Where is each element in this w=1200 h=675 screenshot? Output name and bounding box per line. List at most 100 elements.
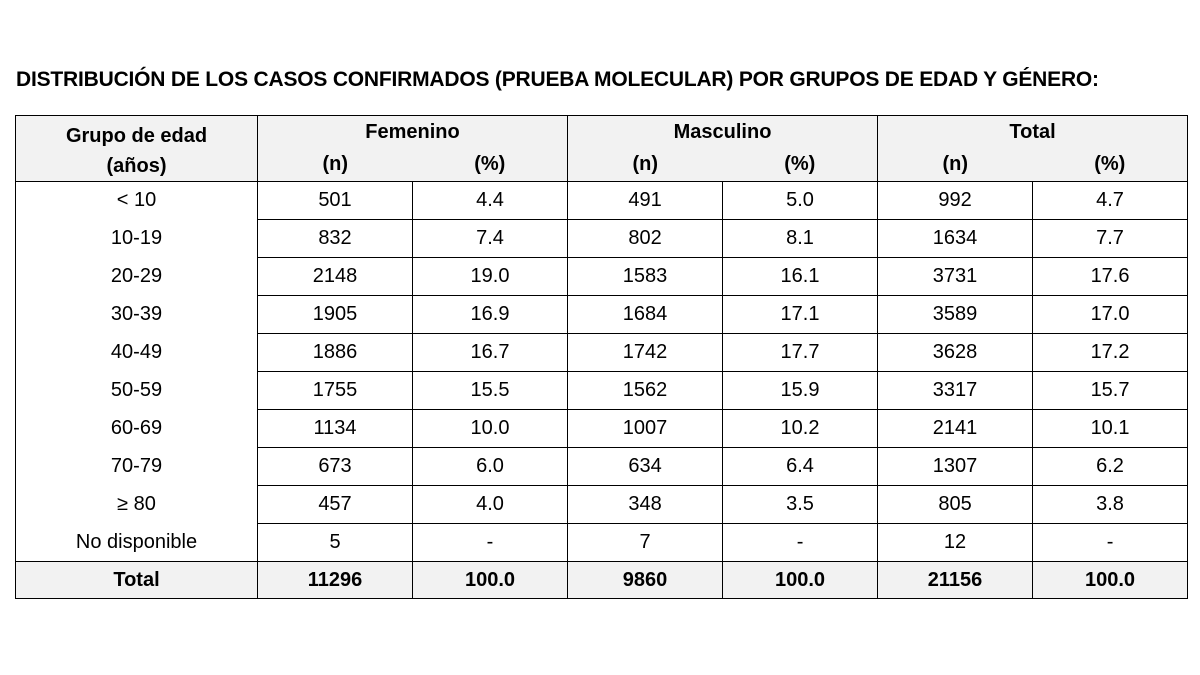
table-row: No disponible 5 - 7 - 12 - [15, 523, 1189, 562]
masculino-pct-cell: 15.9 [722, 371, 879, 410]
grand-total-pct: 100.0 [1032, 561, 1189, 599]
table-row: 40-49 1886 16.7 1742 17.7 3628 17.2 [15, 333, 1189, 372]
total-n-cell: 3628 [877, 333, 1034, 372]
masculino-n-cell: 1562 [567, 371, 724, 410]
femenino-n-cell: 1134 [257, 409, 413, 448]
total-pct-cell: 17.0 [1032, 295, 1189, 334]
total-pct-cell: 10.1 [1032, 409, 1189, 448]
total-pct-cell: 15.7 [1032, 371, 1189, 410]
masculino-pct-cell: 8.1 [722, 219, 879, 258]
total-label-cell: Total [15, 561, 258, 599]
femenino-pct-cell: 10.0 [411, 409, 569, 448]
total-n-cell: 3317 [877, 371, 1034, 410]
total-pct-cell: 7.7 [1032, 219, 1189, 258]
age-cell: 60-69 [15, 409, 258, 448]
femenino-n-header: (n) [257, 148, 413, 182]
femenino-pct-cell: 15.5 [411, 371, 569, 410]
femenino-pct-cell: 19.0 [411, 257, 569, 296]
femenino-pct-cell: - [411, 523, 569, 562]
masculino-header: Masculino [567, 115, 879, 148]
masculino-n-cell: 348 [567, 485, 724, 524]
masculino-pct-cell: - [722, 523, 879, 562]
total-pct-header: (%) [1032, 148, 1189, 182]
masculino-n-cell: 491 [567, 181, 724, 220]
masculino-n-cell: 7 [567, 523, 724, 562]
table-row: 10-19 832 7.4 802 8.1 1634 7.7 [15, 219, 1189, 258]
age-cell: 50-59 [15, 371, 258, 410]
total-pct-cell: 4.7 [1032, 181, 1189, 220]
age-cell: < 10 [15, 181, 258, 220]
femenino-n-cell: 5 [257, 523, 413, 562]
age-cell: 10-19 [15, 219, 258, 258]
femenino-pct-cell: 7.4 [411, 219, 569, 258]
total-n-cell: 2141 [877, 409, 1034, 448]
femenino-pct-cell: 16.9 [411, 295, 569, 334]
femenino-total-pct: 100.0 [411, 561, 569, 599]
masculino-n-cell: 1583 [567, 257, 724, 296]
femenino-n-cell: 1755 [257, 371, 413, 410]
masculino-pct-cell: 3.5 [722, 485, 879, 524]
femenino-n-cell: 1886 [257, 333, 413, 372]
femenino-pct-header: (%) [412, 148, 569, 182]
age-cell: 70-79 [15, 447, 258, 486]
table-row: 70-79 673 6.0 634 6.4 1307 6.2 [15, 447, 1189, 486]
total-header: Total [877, 115, 1189, 148]
femenino-pct-cell: 6.0 [411, 447, 569, 486]
femenino-n-cell: 832 [257, 219, 413, 258]
total-n-header: (n) [877, 148, 1033, 182]
age-cell: 20-29 [15, 257, 258, 296]
total-n-cell: 3589 [877, 295, 1034, 334]
age-cell: 30-39 [15, 295, 258, 334]
masculino-pct-cell: 6.4 [722, 447, 879, 486]
table-row: 20-29 2148 19.0 1583 16.1 3731 17.6 [15, 257, 1189, 296]
table-row: 30-39 1905 16.9 1684 17.1 3589 17.0 [15, 295, 1189, 334]
masculino-pct-cell: 16.1 [722, 257, 879, 296]
total-n-cell: 1634 [877, 219, 1034, 258]
table-row: 60-69 1134 10.0 1007 10.2 2141 10.1 [15, 409, 1189, 448]
femenino-pct-cell: 4.0 [411, 485, 569, 524]
total-pct-cell: 17.6 [1032, 257, 1189, 296]
femenino-total-n: 11296 [257, 561, 413, 599]
masculino-n-cell: 1007 [567, 409, 724, 448]
masculino-pct-cell: 17.7 [722, 333, 879, 372]
masculino-n-header: (n) [567, 148, 723, 182]
total-pct-cell: - [1032, 523, 1189, 562]
age-gender-table: Grupo de edad (años) Femenino Masculino … [15, 115, 1189, 599]
table-title: DISTRIBUCIÓN DE LOS CASOS CONFIRMADOS (P… [16, 68, 1099, 91]
femenino-n-cell: 673 [257, 447, 413, 486]
masculino-total-n: 9860 [567, 561, 724, 599]
age-cell: ≥ 80 [15, 485, 258, 524]
total-pct-cell: 6.2 [1032, 447, 1189, 486]
total-n-cell: 3731 [877, 257, 1034, 296]
masculino-pct-cell: 5.0 [722, 181, 879, 220]
age-group-header: Grupo de edad (años) [15, 115, 258, 182]
masculino-pct-cell: 17.1 [722, 295, 879, 334]
total-n-cell: 1307 [877, 447, 1034, 486]
age-cell: No disponible [15, 523, 258, 562]
total-n-cell: 805 [877, 485, 1034, 524]
femenino-pct-cell: 4.4 [411, 181, 569, 220]
total-row: Total 11296 100.0 9860 100.0 21156 100.0 [15, 561, 1189, 599]
masculino-n-cell: 1684 [567, 295, 724, 334]
table-row: ≥ 80 457 4.0 348 3.5 805 3.8 [15, 485, 1189, 524]
femenino-header: Femenino [256, 115, 569, 148]
femenino-n-cell: 457 [257, 485, 413, 524]
age-cell: 40-49 [15, 333, 258, 372]
masculino-pct-cell: 10.2 [722, 409, 879, 448]
masculino-total-pct: 100.0 [722, 561, 879, 599]
table-row: < 10 501 4.4 491 5.0 992 4.7 [15, 181, 1189, 220]
femenino-n-cell: 1905 [257, 295, 413, 334]
masculino-pct-header: (%) [722, 148, 879, 182]
masculino-n-cell: 634 [567, 447, 724, 486]
total-pct-cell: 17.2 [1032, 333, 1189, 372]
femenino-n-cell: 501 [257, 181, 413, 220]
femenino-n-cell: 2148 [257, 257, 413, 296]
age-header-line1: Grupo de edad [65, 124, 208, 147]
femenino-pct-cell: 16.7 [411, 333, 569, 372]
masculino-n-cell: 1742 [567, 333, 724, 372]
masculino-n-cell: 802 [567, 219, 724, 258]
grand-total-n: 21156 [877, 561, 1034, 599]
total-n-cell: 12 [877, 523, 1034, 562]
total-pct-cell: 3.8 [1032, 485, 1189, 524]
age-header-line2: (años) [106, 154, 167, 177]
